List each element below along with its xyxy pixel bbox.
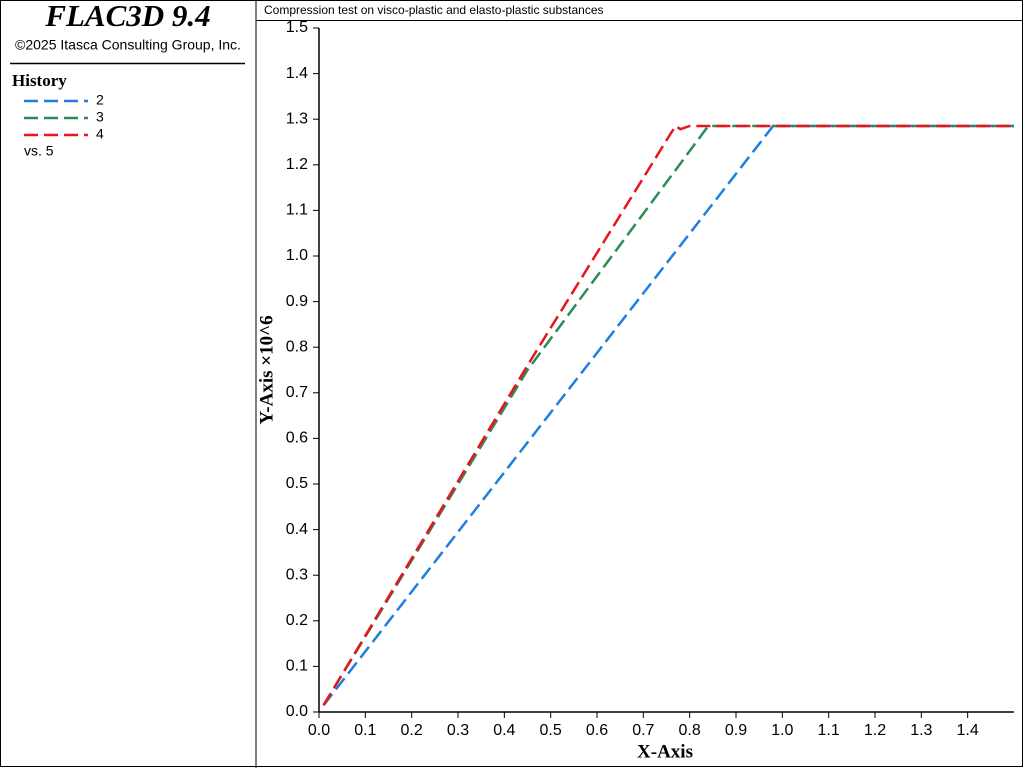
y-tick-label: 0.2 — [286, 612, 308, 629]
x-tick-label: 1.3 — [910, 722, 932, 739]
x-tick-label: 0.3 — [447, 722, 469, 739]
y-tick-label: 0.4 — [286, 521, 308, 538]
x-tick-label: 1.4 — [957, 722, 979, 739]
x-tick-label: 0.1 — [354, 722, 376, 739]
x-tick-label: 0.5 — [540, 722, 562, 739]
x-tick-label: 1.2 — [864, 722, 886, 739]
chart-title: Compression test on visco-plastic and el… — [264, 3, 604, 17]
app-name: FLAC3D 9.4 — [44, 0, 210, 33]
y-tick-label: 0.8 — [286, 338, 308, 355]
y-tick-label: 0.6 — [286, 430, 308, 447]
y-tick-label: 0.0 — [286, 703, 308, 720]
y-tick-label: 0.5 — [286, 475, 308, 492]
legend-label: 3 — [96, 109, 104, 125]
x-tick-label: 0.2 — [401, 722, 423, 739]
y-tick-label: 1.1 — [286, 202, 308, 219]
x-tick-label: 0.9 — [725, 722, 747, 739]
y-tick-label: 0.1 — [286, 658, 308, 675]
y-tick-label: 0.3 — [286, 566, 308, 583]
legend-label: 4 — [96, 126, 104, 142]
x-tick-label: 0.0 — [308, 722, 330, 739]
y-tick-label: 1.5 — [286, 19, 308, 36]
x-axis-label: X-Axis — [637, 741, 693, 762]
x-tick-label: 0.6 — [586, 722, 608, 739]
y-tick-label: 0.7 — [286, 384, 308, 401]
x-tick-label: 1.0 — [771, 722, 793, 739]
copyright: ©2025 Itasca Consulting Group, Inc. — [15, 37, 241, 53]
y-tick-label: 1.3 — [286, 110, 308, 127]
x-tick-label: 0.7 — [632, 722, 654, 739]
series-line — [322, 124, 1014, 706]
x-tick-label: 0.4 — [493, 722, 515, 739]
y-tick-label: 1.4 — [286, 65, 308, 82]
y-tick-label: 1.2 — [286, 156, 308, 173]
y-tick-label: 1.0 — [286, 247, 308, 264]
legend-label: 2 — [96, 92, 104, 108]
x-tick-label: 0.8 — [679, 722, 701, 739]
y-axis-label: Y-Axis ×10^6 — [256, 315, 277, 424]
legend-footer: vs. 5 — [24, 143, 54, 159]
y-tick-label: 0.9 — [286, 293, 308, 310]
x-tick-label: 1.1 — [818, 722, 840, 739]
legend-title: History — [12, 71, 67, 90]
